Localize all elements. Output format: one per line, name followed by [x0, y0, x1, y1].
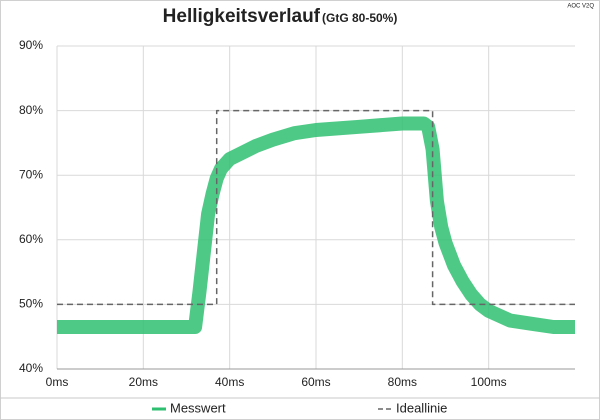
- x-tick-label: 100ms: [471, 375, 507, 389]
- legend-label: Messwert: [170, 400, 226, 415]
- y-tick-label: 40%: [19, 361, 43, 375]
- annotation: AOC V2Q: [567, 4, 594, 10]
- chart-title: Helligkeitsverlauf: [163, 6, 321, 27]
- y-tick-label: 70%: [19, 167, 43, 181]
- chart-subtitle: (GtG 80-50%): [322, 11, 397, 25]
- series-line: [57, 116, 575, 334]
- y-tick-label: 90%: [19, 38, 43, 52]
- x-tick-label: 0ms: [46, 375, 69, 389]
- x-tick-label: 80ms: [388, 375, 417, 389]
- legend-label: Ideallinie: [396, 400, 447, 415]
- y-tick-label: 80%: [19, 103, 43, 117]
- x-tick-label: 60ms: [301, 375, 330, 389]
- x-tick-label: 40ms: [215, 375, 244, 389]
- series-line: [57, 109, 575, 306]
- y-tick-label: 50%: [19, 297, 43, 311]
- x-tick-label: 20ms: [129, 375, 158, 389]
- y-tick-label: 60%: [19, 232, 43, 246]
